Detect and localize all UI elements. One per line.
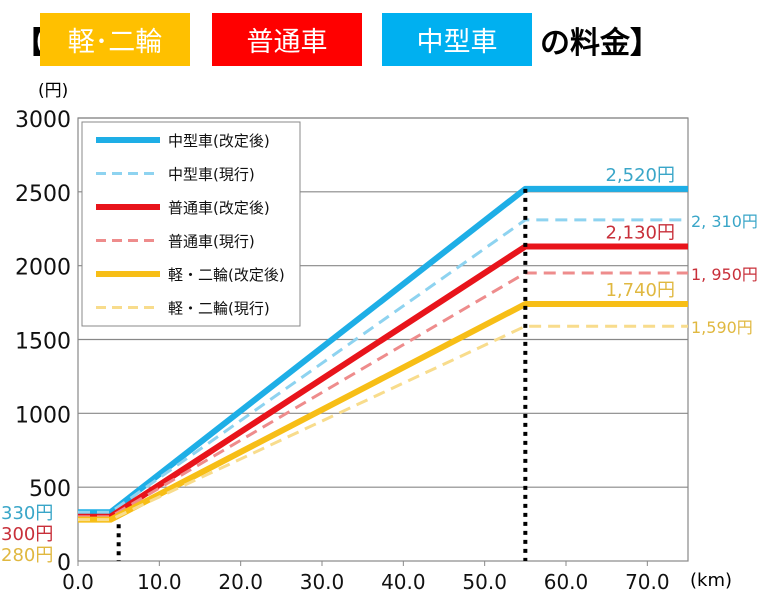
title-box-futsusha: 普通車 (212, 13, 362, 66)
title-suffix: の料金】 (540, 25, 660, 61)
plot-frame (77, 117, 689, 562)
legend-entry: 普通車(現行) (168, 233, 255, 251)
end-value-label: 2,130円 (605, 222, 675, 243)
y-tick-label: 1000 (15, 403, 71, 428)
end-value-label: 2, 310円 (691, 212, 758, 231)
series-line (78, 185, 688, 516)
series-line (78, 324, 688, 522)
y-tick-label: 2500 (15, 182, 71, 207)
legend-entry: 軽・二輪(改定後) (168, 266, 285, 284)
legend-entry: 普通車(改定後) (168, 199, 270, 217)
x-tick-label: 40.0 (381, 570, 426, 594)
legend-box (81, 121, 301, 327)
series-line (78, 271, 688, 519)
y-tick-label: 1500 (15, 330, 71, 355)
title-box-kei-nirin: 軽･二輪 (40, 13, 190, 66)
x-axis-label: (km) (690, 570, 732, 591)
end-value-label: 2,520円 (605, 165, 675, 186)
end-value-label: 1,740円 (605, 280, 675, 301)
start-value-label: 300円 (1, 524, 53, 545)
legend-entry: 中型車(現行) (168, 166, 255, 184)
y-tick-label: 2000 (15, 256, 71, 281)
series-line (78, 301, 688, 523)
x-tick-label: 30.0 (300, 570, 345, 594)
title-open-bracket: 【 (14, 25, 44, 61)
legend-entry: 軽・二輪(現行) (168, 300, 270, 318)
series-line (78, 218, 688, 514)
x-tick-label: 0.0 (62, 570, 94, 594)
title-box-chugatasha: 中型車 (382, 13, 532, 66)
y-tick-label: 0 (57, 551, 71, 576)
x-tick-label: 60.0 (544, 570, 589, 594)
end-value-label: 1, 950円 (691, 265, 758, 284)
end-value-label: 1,590円 (691, 318, 753, 337)
legend-entry: 中型車(改定後) (168, 132, 270, 150)
start-value-label: 330円 (1, 503, 53, 524)
y-axis-label: (円) (38, 81, 68, 101)
x-tick-label: 10.0 (137, 570, 182, 594)
x-tick-label: 20.0 (218, 570, 263, 594)
start-value-label: 280円 (1, 545, 53, 566)
y-tick-label: 3000 (15, 108, 71, 133)
x-tick-label: 70.0 (625, 570, 670, 594)
x-tick-label: 50.0 (462, 570, 507, 594)
y-tick-label: 500 (29, 477, 71, 502)
